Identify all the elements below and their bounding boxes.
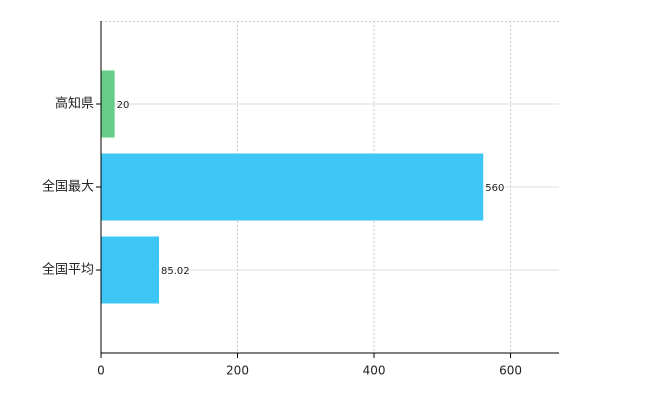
x-tick-label: 200	[226, 364, 249, 378]
value-label: 560	[485, 183, 504, 194]
value-label: 85.02	[161, 266, 190, 277]
y-tick-label: 全国平均	[42, 262, 94, 278]
bar	[101, 70, 115, 138]
bar	[101, 236, 160, 304]
y-tick-label: 高知県	[55, 96, 94, 112]
x-tick-label: 600	[499, 364, 522, 378]
x-tick-label: 400	[363, 364, 386, 378]
y-tick-label: 全国最大	[42, 179, 94, 195]
value-label: 20	[117, 100, 130, 111]
x-tick-label: 0	[97, 364, 105, 378]
bar	[101, 153, 484, 221]
